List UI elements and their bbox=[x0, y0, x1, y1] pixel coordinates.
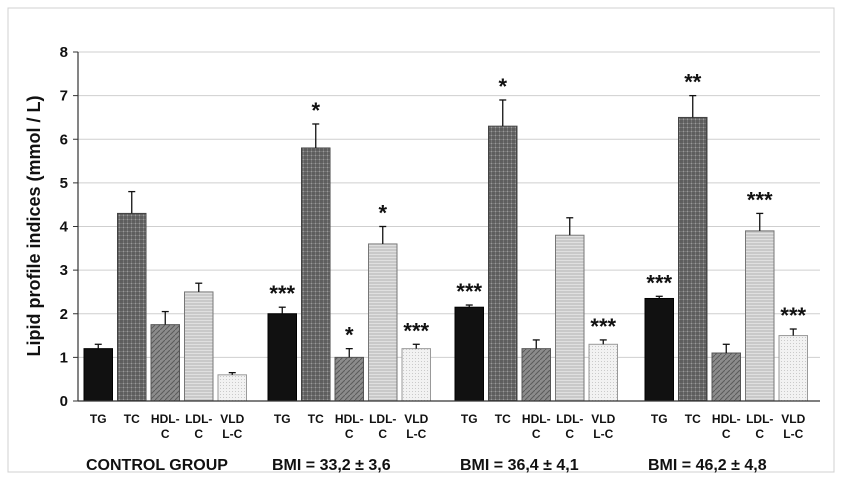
bar-label: LDL- bbox=[185, 412, 212, 426]
bar-label-line2: C bbox=[532, 427, 541, 441]
y-tick-label: 2 bbox=[60, 306, 68, 323]
y-tick-label: 5 bbox=[60, 175, 68, 192]
bar-label: VLD bbox=[220, 412, 244, 426]
y-tick-label: 4 bbox=[60, 219, 69, 236]
bar bbox=[488, 125, 518, 402]
y-tick-label: 3 bbox=[60, 262, 68, 279]
y-tick-label: 0 bbox=[60, 393, 68, 410]
bar bbox=[334, 356, 364, 402]
bar bbox=[150, 324, 180, 402]
bar bbox=[644, 297, 674, 402]
bar-label: HDL- bbox=[335, 412, 364, 426]
bars: *************************** bbox=[83, 70, 808, 402]
bar-label-line2: C bbox=[722, 427, 731, 441]
y-tick-label: 1 bbox=[60, 349, 68, 366]
bar-label-line2: C bbox=[565, 427, 574, 441]
bar-label-line2: L-C bbox=[593, 427, 613, 441]
bar-label: TC bbox=[495, 412, 511, 426]
significance-mark: *** bbox=[646, 270, 672, 295]
significance-mark: * bbox=[311, 98, 320, 123]
bar bbox=[184, 291, 214, 402]
y-tick-label: 6 bbox=[60, 131, 68, 148]
bar bbox=[454, 306, 484, 402]
group-label: BMI = 46,2 ± 4,8 bbox=[648, 457, 767, 474]
bar-label: TG bbox=[651, 412, 668, 426]
significance-mark: * bbox=[345, 323, 354, 348]
bar-label: TG bbox=[274, 412, 291, 426]
bar bbox=[83, 348, 113, 402]
significance-mark: *** bbox=[747, 187, 773, 212]
bar bbox=[678, 116, 708, 402]
bar-label-line2: C bbox=[161, 427, 170, 441]
bar bbox=[778, 335, 808, 402]
group-label: CONTROL GROUP bbox=[86, 457, 228, 474]
bar bbox=[521, 348, 551, 402]
significance-mark: *** bbox=[269, 281, 295, 306]
bar bbox=[711, 352, 741, 402]
bar bbox=[401, 348, 431, 402]
significance-mark: * bbox=[378, 201, 387, 226]
significance-mark: *** bbox=[403, 318, 429, 343]
group-label: BMI = 33,2 ± 3,6 bbox=[272, 457, 391, 474]
bar-label: VLD bbox=[781, 412, 805, 426]
y-tick-label: 7 bbox=[60, 88, 68, 105]
bar-label: HDL- bbox=[712, 412, 741, 426]
significance-mark: *** bbox=[780, 303, 806, 328]
bar-label-line2: L-C bbox=[222, 427, 242, 441]
significance-mark: ** bbox=[684, 70, 702, 95]
bar bbox=[301, 147, 331, 402]
bar bbox=[267, 313, 297, 402]
bar-label: HDL- bbox=[151, 412, 180, 426]
chart-border bbox=[7, 7, 835, 473]
group-label: BMI = 36,4 ± 4,1 bbox=[460, 457, 579, 474]
y-tick-label: 8 bbox=[60, 44, 68, 61]
bar-label: TC bbox=[685, 412, 701, 426]
significance-mark: *** bbox=[590, 314, 616, 339]
bar bbox=[588, 343, 618, 402]
bar-label-line2: C bbox=[378, 427, 387, 441]
bar-label: HDL- bbox=[522, 412, 551, 426]
bar bbox=[368, 243, 398, 402]
y-axis-label: Lipid profile indices (mmol / L) bbox=[24, 95, 44, 356]
bar-label: TG bbox=[461, 412, 478, 426]
bar bbox=[745, 230, 775, 402]
bar-label-line2: C bbox=[345, 427, 354, 441]
bar-label: LDL- bbox=[556, 412, 583, 426]
bar-label: TC bbox=[308, 412, 324, 426]
bar-label: LDL- bbox=[369, 412, 396, 426]
bar-label-line2: L-C bbox=[783, 427, 803, 441]
bar-label-line2: L-C bbox=[406, 427, 426, 441]
bar-label: VLD bbox=[404, 412, 428, 426]
bar bbox=[117, 212, 147, 402]
bar-label: TG bbox=[90, 412, 107, 426]
bar bbox=[555, 234, 585, 402]
bar-label-line2: C bbox=[755, 427, 764, 441]
bar-label-line2: C bbox=[194, 427, 203, 441]
significance-mark: *** bbox=[456, 279, 482, 304]
bar-label: VLD bbox=[591, 412, 615, 426]
bar-label: TC bbox=[124, 412, 140, 426]
bar-label: LDL- bbox=[746, 412, 773, 426]
bar bbox=[217, 374, 247, 402]
significance-mark: * bbox=[498, 74, 507, 99]
